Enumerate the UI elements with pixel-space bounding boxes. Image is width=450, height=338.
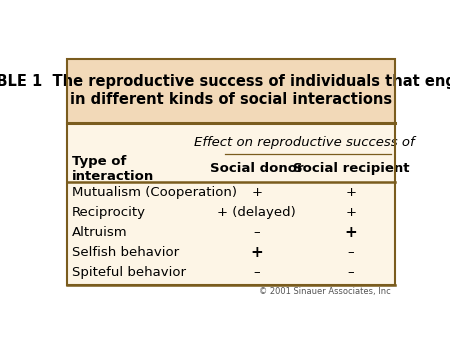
Text: Selfish behavior: Selfish behavior	[72, 246, 179, 259]
Text: –: –	[253, 226, 260, 239]
Text: +: +	[251, 186, 262, 199]
Text: Social recipient: Social recipient	[292, 162, 409, 175]
Text: +: +	[346, 186, 356, 199]
Text: Altruism: Altruism	[72, 226, 127, 239]
Text: Effect on reproductive success of: Effect on reproductive success of	[194, 136, 414, 149]
Text: +: +	[345, 225, 357, 240]
Bar	[67, 59, 395, 285]
Text: Social donor: Social donor	[210, 162, 304, 175]
Text: +: +	[346, 206, 356, 219]
Bar	[67, 59, 395, 285]
Text: +: +	[250, 245, 263, 260]
Text: –: –	[253, 266, 260, 279]
Text: © 2001 Sinauer Associates, Inc: © 2001 Sinauer Associates, Inc	[259, 287, 391, 296]
Text: Type of
interaction: Type of interaction	[72, 154, 154, 183]
Text: –: –	[348, 266, 354, 279]
Text: Mutualism (Cooperation): Mutualism (Cooperation)	[72, 186, 237, 199]
Text: Reciprocity: Reciprocity	[72, 206, 146, 219]
Bar	[67, 59, 395, 123]
Text: –: –	[348, 246, 354, 259]
Text: Spiteful behavior: Spiteful behavior	[72, 266, 186, 279]
Text: + (delayed): + (delayed)	[217, 206, 296, 219]
Text: TABLE 1  The reproductive success of individuals that engage
in different kinds : TABLE 1 The reproductive success of indi…	[0, 74, 450, 107]
